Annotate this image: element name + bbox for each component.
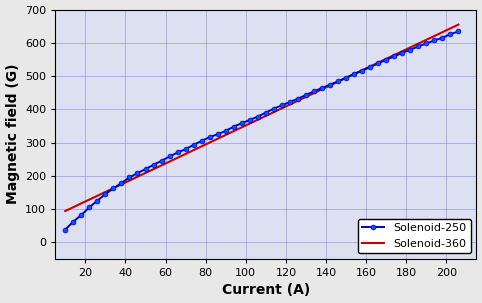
Solenoid-250 [423,42,429,45]
Solenoid-360 [295,99,301,102]
Solenoid-250 [383,58,389,62]
Solenoid-250 [440,36,445,40]
Solenoid-360 [455,23,461,26]
Solenoid-360 [394,52,400,56]
Solenoid-250 [151,163,157,167]
Solenoid-360 [296,98,302,102]
Solenoid-250 [191,143,197,147]
Solenoid-250 [335,80,341,83]
Solenoid-250 [311,89,317,93]
Line: Solenoid-250: Solenoid-250 [63,29,461,232]
Solenoid-250 [86,205,92,209]
Solenoid-250 [174,151,180,154]
Solenoid-360 [303,95,309,99]
Solenoid-250 [127,176,133,179]
Solenoid-250 [431,39,437,42]
Solenoid-250 [215,132,221,136]
Solenoid-250 [94,199,100,202]
Solenoid-250 [271,107,277,110]
Solenoid-250 [103,192,108,196]
X-axis label: Current (A): Current (A) [222,283,310,298]
Solenoid-250 [367,65,373,69]
Legend: Solenoid-250, Solenoid-360: Solenoid-250, Solenoid-360 [358,219,471,253]
Solenoid-250 [319,86,325,90]
Solenoid-360 [64,208,69,212]
Solenoid-250 [447,32,453,36]
Solenoid-250 [199,139,204,143]
Solenoid-360 [419,40,425,44]
Solenoid-250 [287,100,293,104]
Solenoid-250 [239,122,245,125]
Solenoid-250 [455,30,461,33]
Solenoid-250 [375,62,381,65]
Y-axis label: Magnetic field (G): Magnetic field (G) [6,64,20,205]
Line: Solenoid-360: Solenoid-360 [65,25,458,211]
Solenoid-250 [391,55,397,58]
Solenoid-250 [279,103,285,107]
Solenoid-250 [183,147,188,151]
Solenoid-250 [223,129,228,133]
Solenoid-250 [143,167,148,171]
Solenoid-250 [119,181,124,185]
Solenoid-250 [247,118,253,122]
Solenoid-250 [231,125,237,128]
Solenoid-360 [62,209,68,213]
Solenoid-250 [255,115,261,118]
Solenoid-250 [343,76,349,79]
Solenoid-250 [303,93,309,97]
Solenoid-250 [415,45,421,48]
Solenoid-250 [263,111,269,115]
Solenoid-250 [134,171,140,175]
Solenoid-250 [327,83,333,86]
Solenoid-250 [110,187,116,190]
Solenoid-250 [407,48,413,52]
Solenoid-250 [159,159,164,163]
Solenoid-250 [79,213,84,217]
Solenoid-250 [70,220,76,223]
Solenoid-250 [351,72,357,76]
Solenoid-250 [295,97,301,101]
Solenoid-250 [62,228,68,231]
Solenoid-250 [207,135,213,139]
Solenoid-250 [167,155,173,158]
Solenoid-250 [400,51,405,55]
Solenoid-250 [359,69,365,72]
